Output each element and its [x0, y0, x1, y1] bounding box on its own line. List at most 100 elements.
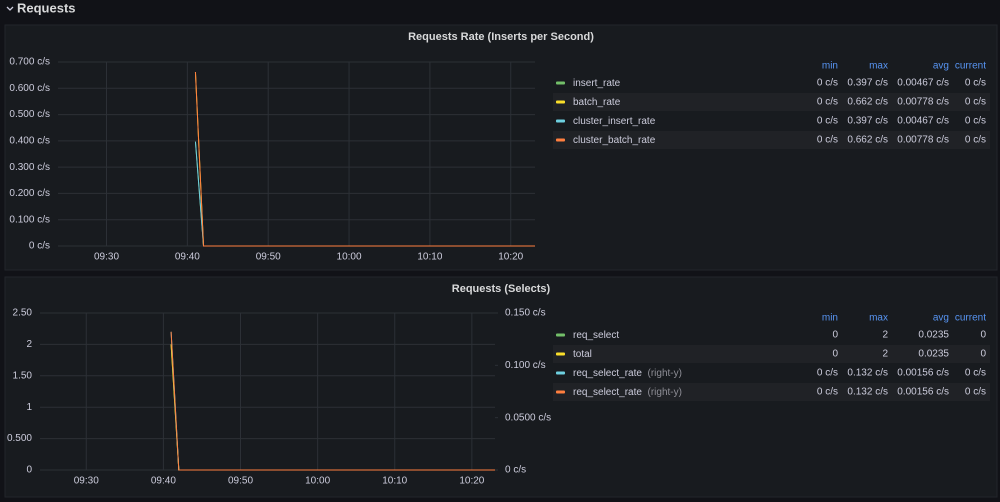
y-tick-label: 1.50 — [13, 370, 33, 381]
legend-header: min — [822, 61, 838, 72]
legend-stat: 0.132 c/s — [847, 368, 888, 379]
legend-stat: 0.00156 c/s — [897, 368, 949, 379]
legend-stat: 2 — [882, 330, 888, 341]
legend-stat: 0.00467 c/s — [897, 78, 949, 89]
legend-stat: 0 c/s — [817, 78, 838, 89]
legend-stat: 0.397 c/s — [847, 116, 888, 127]
legend-swatch — [556, 119, 565, 123]
x-tick-label: 10:20 — [459, 476, 484, 487]
legend-name: cluster_batch_rate — [573, 135, 656, 146]
legend-axis-note: (right-y) — [648, 387, 682, 398]
legend-entry: total — [573, 349, 592, 360]
legend-name: cluster_insert_rate — [573, 116, 656, 127]
legend-row-bg — [553, 93, 990, 111]
x-tick-label: 09:30 — [94, 252, 119, 263]
legend-stat: 0.00156 c/s — [897, 387, 949, 398]
series-line — [170, 331, 495, 471]
legend-header: current — [955, 313, 986, 324]
legend-name: insert_rate — [573, 78, 621, 89]
y-tick-label: 0 — [26, 465, 32, 476]
legend-stat: 0 c/s — [965, 387, 986, 398]
legend-swatch — [556, 138, 565, 142]
legend-stat: 0.662 c/s — [847, 135, 888, 146]
legend-entry: batch_rate — [573, 97, 621, 108]
legend-stat: 0.662 c/s — [847, 97, 888, 108]
legend-entry: req_select — [573, 330, 619, 341]
section-title[interactable]: Requests — [17, 0, 76, 15]
y-tick-label: 0.500 — [7, 433, 32, 444]
x-tick-label: 09:50 — [256, 252, 281, 263]
x-tick-label: 10:10 — [382, 476, 407, 487]
legend-stat: 0.132 c/s — [847, 387, 888, 398]
y2-tick-label: 0.150 c/s — [505, 308, 546, 319]
x-tick-label: 09:40 — [151, 476, 176, 487]
legend-axis-note: (right-y) — [648, 368, 682, 379]
y-tick-label: 0.200 c/s — [9, 188, 50, 199]
y-tick-label: 0.100 c/s — [9, 214, 50, 225]
legend-stat: 0.0235 — [918, 349, 949, 360]
legend-swatch — [556, 333, 565, 337]
legend-entry: req_select_rate (right-y) — [573, 368, 682, 379]
y-tick-label: 0.500 c/s — [9, 109, 50, 120]
y-tick-label: 0.600 c/s — [9, 83, 50, 94]
y-tick-label: 0 c/s — [29, 241, 50, 252]
legend-row-bg — [553, 383, 990, 401]
series-line — [194, 71, 535, 247]
legend-stat: 0 — [980, 349, 986, 360]
legend-stat: 0 — [980, 330, 986, 341]
legend-stat: 0.397 c/s — [847, 78, 888, 89]
legend-stat: 0 c/s — [965, 116, 986, 127]
legend-swatch — [556, 81, 565, 85]
x-tick-label: 10:20 — [498, 252, 523, 263]
legend-stat: 0 c/s — [965, 135, 986, 146]
legend-stat: 0 — [832, 349, 838, 360]
legend-name: batch_rate — [573, 97, 621, 108]
legend-stat: 0 c/s — [817, 368, 838, 379]
legend-header: avg — [933, 313, 949, 324]
x-tick-label: 10:10 — [417, 252, 442, 263]
y2-tick-label: 0 c/s — [505, 465, 526, 476]
legend-entry: req_select_rate (right-y) — [573, 387, 682, 398]
legend-stat: 0.00778 c/s — [897, 135, 949, 146]
collapse-chevron[interactable] — [6, 6, 14, 11]
panel-title: Requests Rate (Inserts per Second) — [408, 31, 594, 43]
legend-entry: cluster_insert_rate — [573, 116, 656, 127]
legend-stat: 0 c/s — [817, 116, 838, 127]
legend-swatch — [556, 352, 565, 356]
legend-swatch — [556, 390, 565, 394]
legend-name: req_select_rate — [573, 368, 642, 379]
y-tick-label: 0.700 c/s — [9, 57, 50, 68]
x-tick-label: 10:00 — [337, 252, 362, 263]
legend-row-bg — [553, 131, 990, 149]
x-tick-label: 09:40 — [175, 252, 200, 263]
panel-title: Requests (Selects) — [452, 283, 551, 295]
legend-stat: 0 c/s — [817, 387, 838, 398]
legend-stat: 0 c/s — [817, 135, 838, 146]
legend-stat: 0 c/s — [965, 368, 986, 379]
legend-stat: 0 c/s — [965, 97, 986, 108]
legend-entry: cluster_batch_rate — [573, 135, 656, 146]
legend-row-bg — [553, 345, 990, 363]
legend-header: min — [822, 313, 838, 324]
legend-stat: 0 c/s — [817, 97, 838, 108]
legend-stat: 0.0235 — [918, 330, 949, 341]
y-tick-label: 1 — [26, 402, 32, 413]
legend-stat: 2 — [882, 349, 888, 360]
x-tick-label: 09:50 — [228, 476, 253, 487]
legend-stat: 0 — [832, 330, 838, 341]
y-tick-label: 0.300 c/s — [9, 162, 50, 173]
y-tick-label: 2 — [26, 339, 32, 350]
legend-swatch — [556, 371, 565, 375]
y2-tick-label: 0.0500 c/s — [505, 412, 551, 423]
legend-header: current — [955, 61, 986, 72]
legend-name: req_select_rate — [573, 387, 642, 398]
legend-stat: 0 c/s — [965, 78, 986, 89]
legend-entry: insert_rate — [573, 78, 621, 89]
legend-header: avg — [933, 61, 949, 72]
y-tick-label: 0.400 c/s — [9, 135, 50, 146]
legend-stat: 0.00467 c/s — [897, 116, 949, 127]
legend-header: max — [869, 313, 888, 324]
y2-tick-label: 0.100 c/s — [505, 360, 546, 371]
